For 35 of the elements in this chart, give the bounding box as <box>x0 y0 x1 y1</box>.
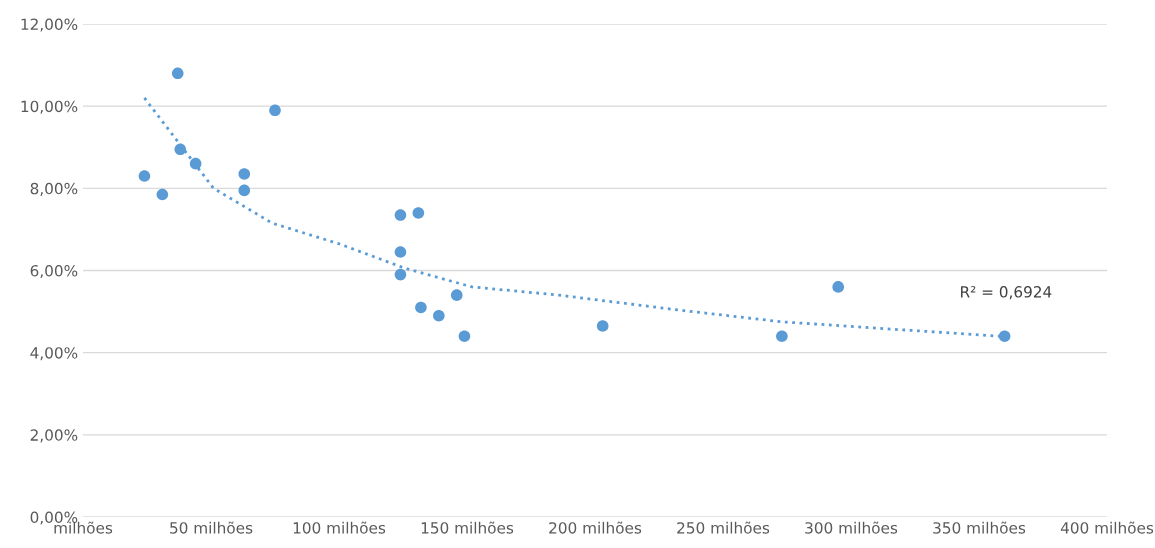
point <box>412 207 425 219</box>
point <box>394 268 407 281</box>
x-tick-label: 50 milhões <box>170 521 253 534</box>
x-tick-label: 350 milhões <box>933 521 1026 534</box>
point <box>776 330 788 343</box>
point <box>998 330 1011 343</box>
y-tick-label: 2,00% <box>30 429 78 443</box>
y-tick-label: 8,00% <box>30 182 78 196</box>
x-tick-label: 150 milhões <box>421 521 514 534</box>
point <box>458 330 471 343</box>
point <box>433 309 445 322</box>
point <box>415 301 427 314</box>
point <box>174 143 187 156</box>
point <box>156 188 169 201</box>
point <box>450 289 463 301</box>
y-tick-label: 6,00% <box>30 264 78 279</box>
point <box>832 281 845 293</box>
x-tick-label: 250 milhões <box>677 521 770 534</box>
point <box>238 168 251 180</box>
y-tick-label: 10,00% <box>21 100 78 114</box>
point <box>171 67 184 80</box>
point <box>138 170 151 182</box>
point <box>394 209 407 221</box>
y-tick-label: 4,00% <box>30 347 78 361</box>
point <box>269 104 281 117</box>
point <box>238 184 251 197</box>
x-tick-label: 300 milhões <box>805 521 898 534</box>
x-tick-label: 200 milhões <box>549 521 642 534</box>
point <box>189 157 202 170</box>
y-tick-label: 12,00% <box>21 18 78 32</box>
x-tick-label: 400 milhões <box>1060 521 1154 534</box>
annotation: R² = 0,6924 <box>961 286 1052 300</box>
point <box>394 246 407 258</box>
x-tick-label: 100 milhões <box>293 521 386 534</box>
point <box>596 320 609 332</box>
